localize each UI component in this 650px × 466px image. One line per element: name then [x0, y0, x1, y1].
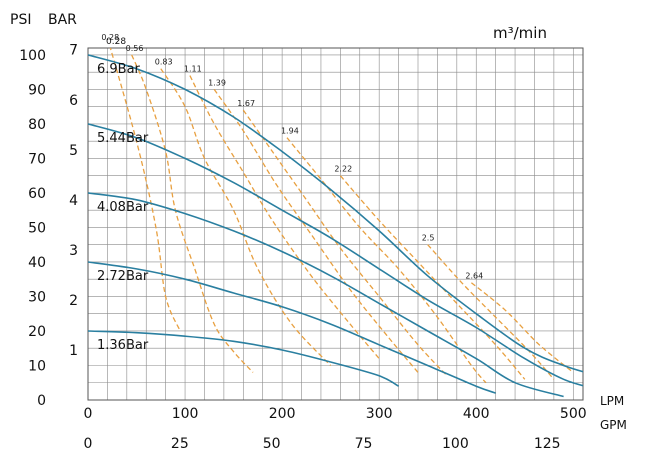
lpm-unit-label: LPM	[600, 394, 624, 408]
gpm-tick-label: 125	[534, 436, 561, 452]
plot-frame	[87, 47, 584, 401]
gpm-tick-labels: 0 25 50 75 100 125	[84, 436, 561, 452]
plot-grid	[87, 48, 583, 401]
gpm-unit-label: GPM	[600, 418, 627, 432]
psi-tick-label: 40	[28, 255, 46, 271]
lpm-tick-label: 300	[366, 406, 393, 422]
curve-label: 1.36Bar	[97, 338, 149, 353]
lpm-tick-label: 500	[560, 406, 587, 422]
flow-rate-unit-label: m³/min	[493, 24, 547, 42]
psi-tick-label: 90	[28, 82, 46, 98]
curve-label: 2.72Bar	[97, 269, 149, 284]
flow-line-label: 0.83	[155, 58, 173, 67]
curve-6.9Bar	[88, 54, 583, 373]
flow-line-1.39	[213, 89, 419, 373]
flow-line-label: 2.22	[334, 165, 352, 174]
flow-line-label: 1.39	[208, 78, 226, 87]
curve-5.44Bar	[88, 123, 583, 387]
first-flow-label: 0.28	[106, 37, 126, 47]
psi-tick-label: 0	[37, 393, 46, 409]
psi-tick-label: 100	[19, 48, 46, 64]
bar-unit-label: BAR	[48, 12, 77, 28]
flow-line-2.64	[470, 282, 574, 373]
curve-label: 5.44Bar	[97, 131, 149, 146]
curve-label: 6.9Bar	[97, 62, 141, 77]
psi-tick-label: 70	[28, 151, 46, 167]
curve-4.08Bar	[88, 192, 564, 398]
lpm-tick-labels: 0 100 200 300 400 500	[84, 406, 587, 422]
flow-rate-lines	[109, 48, 574, 384]
gpm-tick-label: 50	[263, 436, 281, 452]
curve-1.36Bar	[88, 330, 399, 387]
psi-tick-label: 10	[28, 358, 46, 374]
pressure-curve-labels: 6.9Bar 5.44Bar 4.08Bar 2.72Bar 1.36Bar	[97, 62, 149, 353]
bar-tick-label: 1	[69, 343, 78, 359]
psi-tick-label: 80	[28, 117, 46, 133]
gpm-tick-label: 0	[84, 436, 93, 452]
flow-line-0.56	[131, 54, 254, 373]
bar-tick-label: 2	[69, 293, 78, 309]
psi-tick-label: 50	[28, 220, 46, 236]
lpm-tick-label: 400	[463, 406, 490, 422]
bar-tick-label: 7	[69, 43, 78, 59]
flow-line-0.83	[160, 68, 332, 366]
bar-tick-label: 5	[69, 143, 78, 159]
flow-line-label: 0.56	[126, 44, 144, 53]
flow-line-label: 1.67	[237, 99, 255, 108]
flow-line-1.67	[242, 109, 448, 377]
psi-unit-label: PSI	[10, 12, 31, 28]
bar-tick-label: 4	[69, 193, 78, 209]
psi-tick-label: 20	[28, 324, 46, 340]
bar-tick-label: 3	[69, 243, 78, 259]
psi-tick-label: 60	[28, 186, 46, 202]
flow-line-2.5	[427, 244, 555, 380]
flow-line-label: 1.94	[281, 127, 299, 136]
curve-2.72Bar	[88, 261, 496, 394]
flow-line-1.94	[286, 137, 487, 384]
lpm-tick-label: 0	[84, 406, 93, 422]
psi-tick-label: 30	[28, 289, 46, 305]
flow-line-label: 0.28	[101, 33, 119, 42]
flow-line-2.22	[339, 175, 526, 380]
lpm-tick-label: 200	[269, 406, 296, 422]
lpm-tick-label: 100	[172, 406, 199, 422]
gpm-tick-label: 100	[442, 436, 469, 452]
pressure-curves	[88, 54, 583, 398]
curve-label: 4.08Bar	[97, 200, 149, 215]
psi-tick-labels: 0 10 20 30 40 50 60 70 80 90 100	[19, 48, 46, 409]
gpm-tick-label: 25	[171, 436, 189, 452]
flow-line-0.28	[109, 48, 181, 332]
gpm-tick-label: 75	[355, 436, 373, 452]
flow-line-label: 2.64	[465, 272, 483, 281]
flow-line-label: 1.11	[184, 65, 202, 74]
bar-tick-label: 6	[69, 93, 78, 109]
flow-rate-labels: 0.280.560.831.111.391.671.942.222.52.64	[101, 33, 483, 281]
flow-line-label: 2.5	[422, 234, 435, 243]
flow-line-1.11	[189, 75, 380, 360]
bar-tick-labels: 1 2 3 4 5 6 7 0.28	[69, 37, 126, 359]
